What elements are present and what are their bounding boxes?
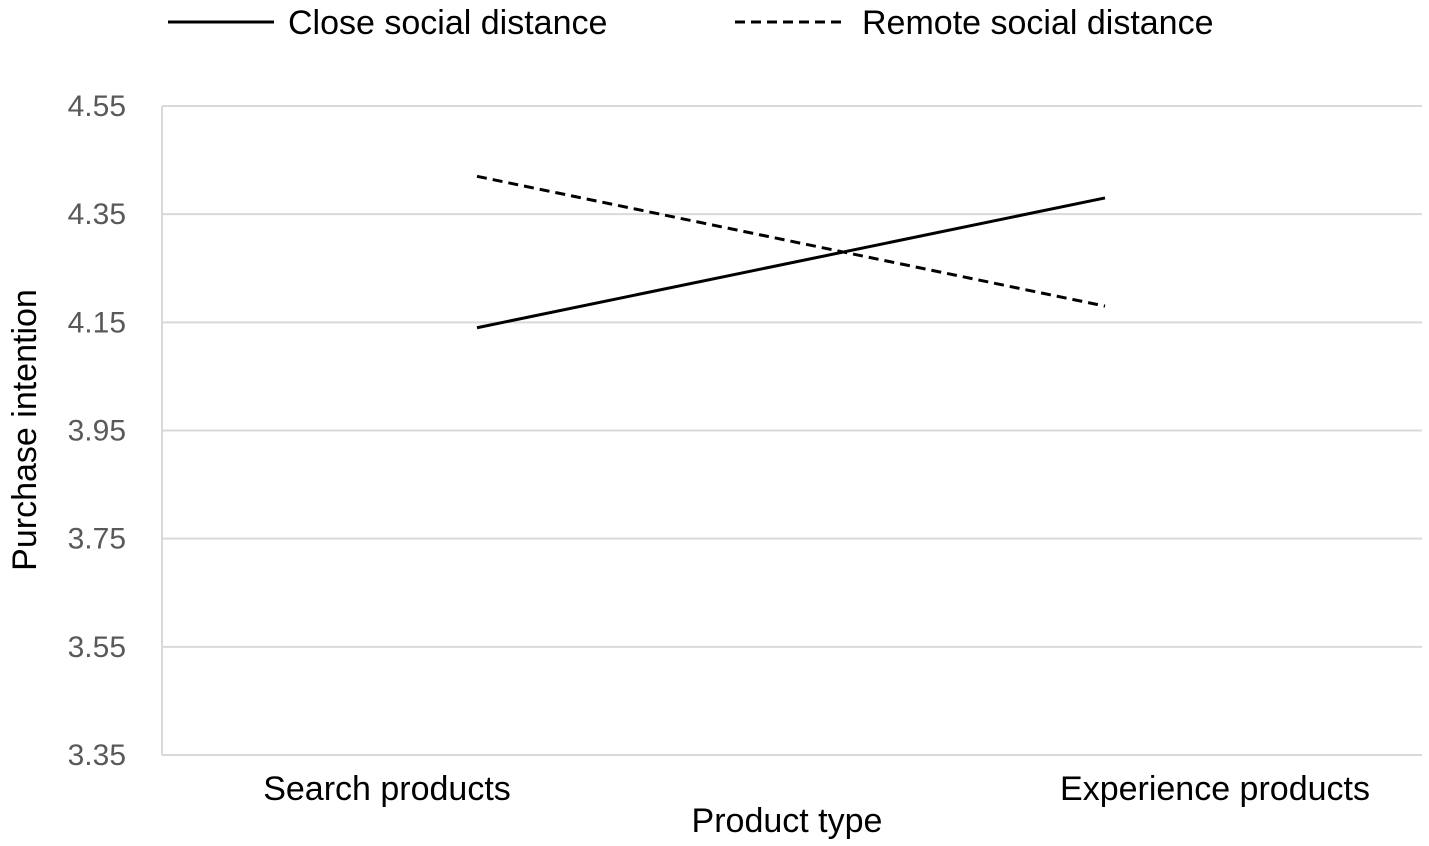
x-category-label-search-products: Search products — [263, 770, 511, 808]
gridlines — [162, 105, 1422, 756]
legend-label-remote-social-distance: Remote social distance — [862, 4, 1214, 42]
y-tick-labels: 3.35 3.55 3.75 3.95 4.15 4.35 4.55 — [68, 90, 126, 772]
y-tick-label-3: 3.95 — [68, 415, 126, 448]
x-axis-title: Product type — [692, 802, 883, 840]
y-tick-label-4: 4.15 — [68, 306, 126, 339]
y-tick-label-2: 3.75 — [68, 523, 126, 556]
y-tick-label-1: 3.55 — [68, 631, 126, 664]
series-group — [476, 174, 1106, 330]
series-line-remote-social-distance — [476, 174, 1106, 308]
x-category-label-experience-products: Experience products — [1060, 770, 1370, 808]
legend: Close social distance Remote social dist… — [168, 4, 1214, 42]
y-tick-label-0: 3.35 — [68, 739, 126, 772]
y-tick-label-6: 4.55 — [68, 90, 126, 123]
y-tick-label-5: 4.35 — [68, 198, 126, 231]
legend-label-close-social-distance: Close social distance — [288, 4, 607, 42]
x-category-labels: Search products Experience products — [263, 770, 1370, 808]
y-axis-title: Purchase intention — [6, 289, 44, 571]
series-line-close-social-distance — [476, 196, 1106, 330]
